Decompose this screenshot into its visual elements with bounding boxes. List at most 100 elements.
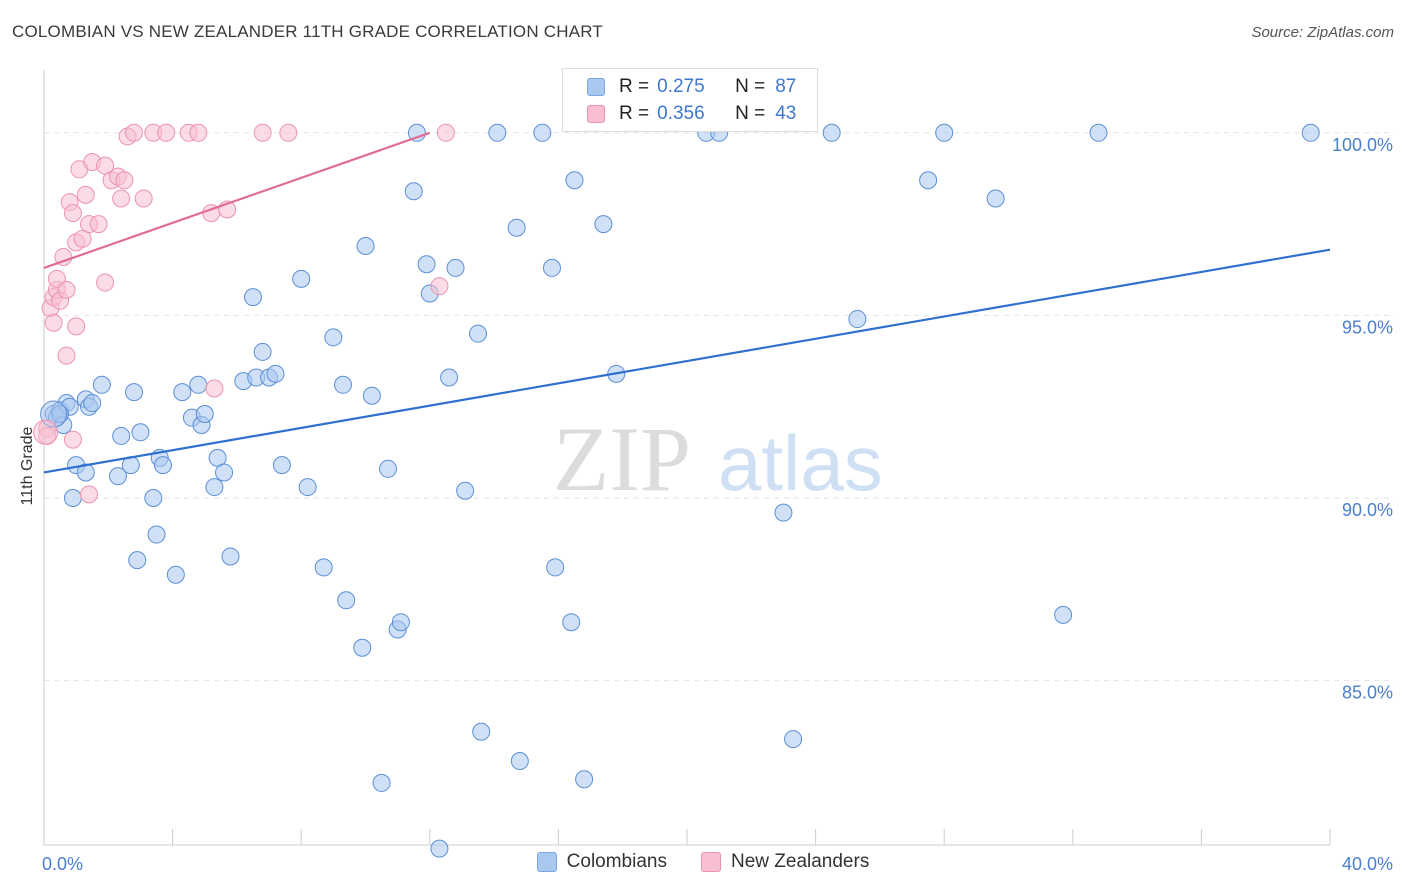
data-point bbox=[407, 123, 426, 142]
data-point bbox=[935, 123, 954, 142]
data-point bbox=[83, 394, 102, 413]
data-point bbox=[44, 313, 63, 332]
data-point bbox=[472, 722, 491, 741]
legend-r-label: R = bbox=[619, 76, 650, 97]
data-point bbox=[125, 123, 144, 142]
legend-row-colombians: R = 0.275 N = 87 bbox=[587, 75, 796, 99]
x-tick-labels: 0.0% 40.0% bbox=[42, 854, 1393, 874]
data-point bbox=[108, 467, 127, 486]
data-point bbox=[279, 123, 298, 142]
legend-swatch-colombians bbox=[536, 852, 557, 872]
legend-item-new-zealanders: New Zealanders bbox=[700, 851, 870, 873]
data-point bbox=[221, 547, 240, 566]
data-point bbox=[986, 189, 1005, 208]
data-point bbox=[430, 277, 449, 296]
legend-n-value: 87 bbox=[775, 76, 797, 97]
data-point bbox=[76, 185, 95, 204]
data-point bbox=[63, 489, 82, 508]
data-point bbox=[189, 123, 208, 142]
data-point bbox=[112, 426, 131, 445]
data-point bbox=[546, 558, 565, 577]
data-point bbox=[533, 123, 552, 142]
legend-item-colombians: Colombians bbox=[536, 851, 667, 873]
data-point bbox=[1089, 123, 1108, 142]
data-point bbox=[784, 730, 803, 749]
data-point bbox=[54, 247, 73, 266]
data-point bbox=[1054, 605, 1073, 624]
x-tick-label-min: 0.0% bbox=[42, 854, 83, 874]
data-point bbox=[848, 310, 867, 329]
data-point bbox=[89, 215, 108, 234]
legend-label-colombians: Colombians bbox=[566, 851, 667, 872]
data-point bbox=[76, 463, 95, 482]
grid-lines bbox=[44, 132, 1395, 682]
legend-r-value: 0.356 bbox=[657, 103, 705, 124]
data-point bbox=[292, 269, 311, 288]
data-point bbox=[404, 182, 423, 201]
data-point bbox=[417, 255, 436, 274]
data-point bbox=[507, 218, 526, 237]
legend-swatch-colombians bbox=[587, 78, 605, 96]
legend-swatch-new-zealanders bbox=[700, 852, 721, 872]
y-tick-label: 85.0% bbox=[1342, 683, 1393, 703]
data-point bbox=[362, 386, 381, 405]
y-tick-label: 90.0% bbox=[1342, 500, 1393, 520]
stats-legend: R = 0.275 N = 87 R = 0.356 N = 43 bbox=[562, 68, 818, 132]
y-tick-label: 100.0% bbox=[1332, 135, 1393, 155]
data-points bbox=[33, 123, 1320, 858]
data-point bbox=[298, 478, 317, 497]
data-point bbox=[436, 123, 455, 142]
data-point bbox=[112, 189, 131, 208]
data-point bbox=[266, 364, 285, 383]
data-point-cluster bbox=[33, 419, 59, 445]
data-point bbox=[542, 258, 561, 277]
data-point bbox=[63, 430, 82, 449]
data-point bbox=[594, 215, 613, 234]
data-point bbox=[774, 503, 793, 522]
chart-title: COLOMBIAN VS NEW ZEALANDER 11TH GRADE CO… bbox=[12, 22, 603, 41]
data-point bbox=[147, 525, 166, 544]
watermark-atlas: atlas bbox=[718, 419, 883, 507]
data-point bbox=[80, 485, 99, 504]
data-point bbox=[128, 551, 147, 570]
data-point bbox=[324, 328, 343, 347]
series-new-zealanders bbox=[38, 123, 455, 504]
data-point bbox=[562, 613, 581, 632]
data-point bbox=[205, 379, 224, 398]
data-point bbox=[440, 368, 459, 387]
legend-row-new-zealanders: R = 0.356 N = 43 bbox=[587, 102, 796, 126]
data-point bbox=[131, 423, 150, 442]
legend-n-label: N = bbox=[735, 103, 766, 124]
data-point bbox=[469, 324, 488, 343]
data-point bbox=[195, 405, 214, 424]
data-point bbox=[253, 123, 272, 142]
data-point bbox=[57, 346, 76, 365]
data-point bbox=[144, 489, 163, 508]
legend-label-new-zealanders: New Zealanders bbox=[730, 851, 870, 872]
data-point bbox=[379, 459, 398, 478]
legend-n-value: 43 bbox=[775, 103, 797, 124]
data-point bbox=[356, 237, 375, 256]
legend-swatch-new-zealanders bbox=[587, 105, 605, 123]
data-point bbox=[115, 171, 134, 190]
legend-n-label: N = bbox=[735, 76, 766, 97]
data-point bbox=[446, 258, 465, 277]
data-point bbox=[215, 463, 234, 482]
watermark: ZIP atlas bbox=[553, 408, 883, 510]
data-point bbox=[333, 375, 352, 394]
data-point bbox=[272, 456, 291, 475]
data-point bbox=[1301, 123, 1320, 142]
data-point bbox=[314, 558, 333, 577]
data-point bbox=[822, 123, 841, 142]
data-point bbox=[166, 565, 185, 584]
series-legend: Colombians New Zealanders bbox=[0, 851, 1406, 873]
trend-line-new-zealanders bbox=[43, 131, 431, 269]
data-point bbox=[337, 591, 356, 610]
data-point bbox=[391, 613, 410, 632]
data-point bbox=[353, 638, 372, 657]
y-axis-label: 11th Grade bbox=[19, 426, 36, 505]
y-tick-labels: 85.0% 90.0% 95.0% 100.0% bbox=[1332, 135, 1393, 703]
legend-r-value: 0.275 bbox=[657, 76, 705, 97]
data-point bbox=[919, 171, 938, 190]
